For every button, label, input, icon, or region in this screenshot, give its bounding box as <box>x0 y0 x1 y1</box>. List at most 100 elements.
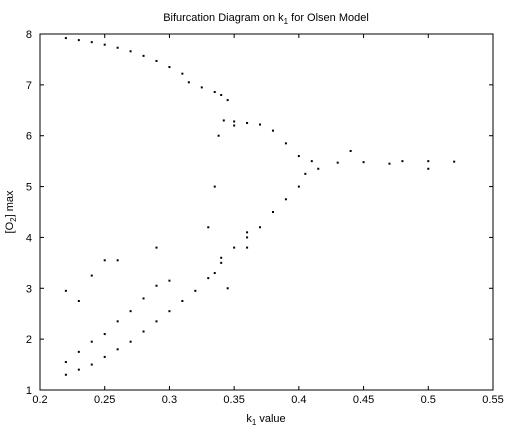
x-tick-label: 0.25 <box>94 394 115 406</box>
data-point <box>103 355 106 358</box>
data-point <box>213 185 216 188</box>
data-point <box>213 272 216 275</box>
y-axis-label: [O2] max <box>4 190 18 233</box>
x-tick-label: 0.35 <box>223 394 244 406</box>
data-point <box>116 348 119 351</box>
data-point <box>453 160 456 163</box>
data-point <box>284 142 287 145</box>
y-tick-label: 4 <box>26 232 32 244</box>
data-point <box>233 124 236 127</box>
data-point <box>427 160 430 163</box>
data-point <box>226 99 229 102</box>
y-tick-label: 5 <box>26 182 32 194</box>
x-axis-label: k1 value <box>246 413 285 427</box>
data-point <box>246 236 249 239</box>
y-tick-label: 6 <box>26 131 32 143</box>
x-tick-label: 0.55 <box>482 394 503 406</box>
x-tick-label: 0.3 <box>162 394 177 406</box>
data-point <box>427 167 430 170</box>
data-point <box>155 246 158 249</box>
data-point <box>181 300 184 302</box>
data-point <box>181 72 184 75</box>
data-point <box>64 37 67 40</box>
y-tick-label: 7 <box>26 80 32 92</box>
data-point <box>220 261 223 264</box>
data-point <box>310 160 313 163</box>
data-point <box>362 161 365 164</box>
data-point <box>116 320 119 323</box>
data-point <box>142 297 145 300</box>
data-point <box>129 340 132 343</box>
y-tick-labels: 1 2 3 4 5 6 7 8 <box>26 29 32 397</box>
data-point <box>213 90 216 93</box>
x-tick-label: 0.4 <box>291 394 306 406</box>
data-point <box>349 149 352 152</box>
data-point <box>284 198 287 201</box>
data-point <box>217 134 220 137</box>
x-tick-label: 0.2 <box>32 394 47 406</box>
data-point <box>77 350 80 353</box>
data-point <box>64 361 67 364</box>
data-point <box>401 160 404 163</box>
x-tick-labels: 0.2 0.25 0.3 0.35 0.4 0.45 0.5 0.55 <box>32 394 503 406</box>
y-tick-label: 2 <box>26 334 32 346</box>
data-point <box>207 277 210 280</box>
data-point <box>90 340 93 343</box>
data-point <box>103 259 106 262</box>
chart-title: Bifurcation Diagram on k1 for Olsen Mode… <box>163 12 369 26</box>
data-point <box>168 279 171 282</box>
data-point <box>155 59 158 62</box>
data-point <box>388 162 391 165</box>
data-point <box>64 289 67 292</box>
data-point <box>90 41 93 44</box>
data-point <box>187 81 190 84</box>
data-point <box>259 123 262 126</box>
data-point <box>246 122 249 124</box>
data-point <box>142 330 145 333</box>
data-point <box>90 274 93 277</box>
data-point <box>142 54 145 57</box>
data-point <box>271 129 274 132</box>
y-tick-label: 8 <box>26 29 32 41</box>
data-point <box>297 155 300 158</box>
data-point <box>259 226 262 229</box>
data-point <box>168 66 171 69</box>
data-point <box>317 167 320 170</box>
data-point <box>246 246 249 249</box>
data-point <box>116 46 119 49</box>
data-point <box>336 161 339 164</box>
plot-area <box>39 33 494 391</box>
data-point <box>77 368 80 371</box>
data-point <box>200 86 203 89</box>
data-point <box>129 50 132 53</box>
data-point <box>246 231 249 234</box>
data-point <box>297 185 300 188</box>
x-tick-label: 0.5 <box>421 394 436 406</box>
data-point <box>64 373 67 376</box>
y-tick-label: 3 <box>26 283 32 295</box>
data-point <box>103 333 106 336</box>
data-point <box>155 284 158 287</box>
data-point <box>233 120 236 123</box>
data-point <box>220 94 223 97</box>
data-point <box>207 226 210 229</box>
data-point <box>194 289 197 292</box>
data-point <box>271 211 274 213</box>
data-point <box>304 172 307 175</box>
data-point <box>116 259 119 262</box>
data-point <box>226 287 229 290</box>
data-point <box>222 119 225 122</box>
data-point <box>168 310 171 313</box>
data-point <box>129 310 132 313</box>
x-tick-label: 0.45 <box>353 394 374 406</box>
data-points <box>64 37 456 376</box>
data-point <box>77 39 80 42</box>
data-point <box>220 256 223 259</box>
data-point <box>103 43 106 46</box>
data-point <box>233 246 236 249</box>
data-point <box>155 320 158 323</box>
y-tick-label: 1 <box>26 385 32 397</box>
data-point <box>90 363 93 366</box>
data-point <box>77 300 80 302</box>
